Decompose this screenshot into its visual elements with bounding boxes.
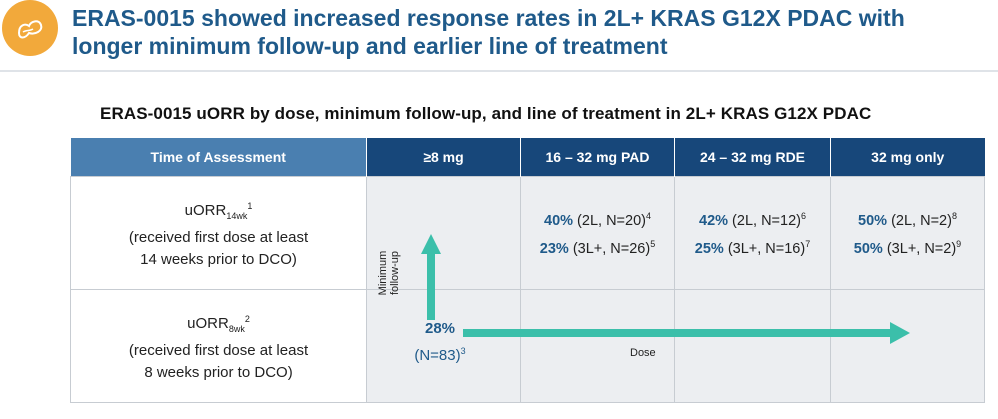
overall-pct: 28% [424,320,456,337]
overall-n: (N=83)3 [414,346,466,364]
row-label: uORR14wk1 (received first dose at least … [70,176,367,290]
table-cell [366,176,521,290]
y-axis-label: Minimum follow-up [377,250,401,296]
table-caption: ERAS-0015 uORR by dose, minimum follow-u… [100,104,872,123]
table-cell: 50% (2L, N=2)8 50% (3L+, N=2)9 [830,176,985,290]
uorr-table: Time of Assessment ≥8 mg 16 – 32 mg PAD … [70,138,985,403]
table-row: uORR8wk2 (received first dose at least 8… [70,289,985,403]
slide-title: ERAS-0015 showed increased response rate… [72,5,905,59]
x-axis-label: Dose [630,347,656,359]
column-header: 24 – 32 mg RDE [674,138,831,177]
table-cell [520,289,675,403]
table-cell [366,289,521,403]
table-cell: 42% (2L, N=12)6 25% (3L+, N=16)7 [674,176,831,290]
overall-response: 28% (N=83)3 [400,318,480,367]
row-label: uORR8wk2 (received first dose at least 8… [70,289,367,403]
column-header: 16 – 32 mg PAD [520,138,675,177]
table-cell [830,289,985,403]
column-header: ≥8 mg [366,138,521,177]
table-header-row: Time of Assessment ≥8 mg 16 – 32 mg PAD … [70,138,985,177]
table-cell [674,289,831,403]
pancreas-icon [2,0,58,56]
column-header: Time of Assessment [70,138,367,177]
column-header: 32 mg only [830,138,985,177]
slide-header: ERAS-0015 showed increased response rate… [0,0,998,70]
table-row: uORR14wk1 (received first dose at least … [70,176,985,290]
table-cell: 40% (2L, N=20)4 23% (3L+, N=26)5 [520,176,675,290]
header-divider [0,70,998,72]
